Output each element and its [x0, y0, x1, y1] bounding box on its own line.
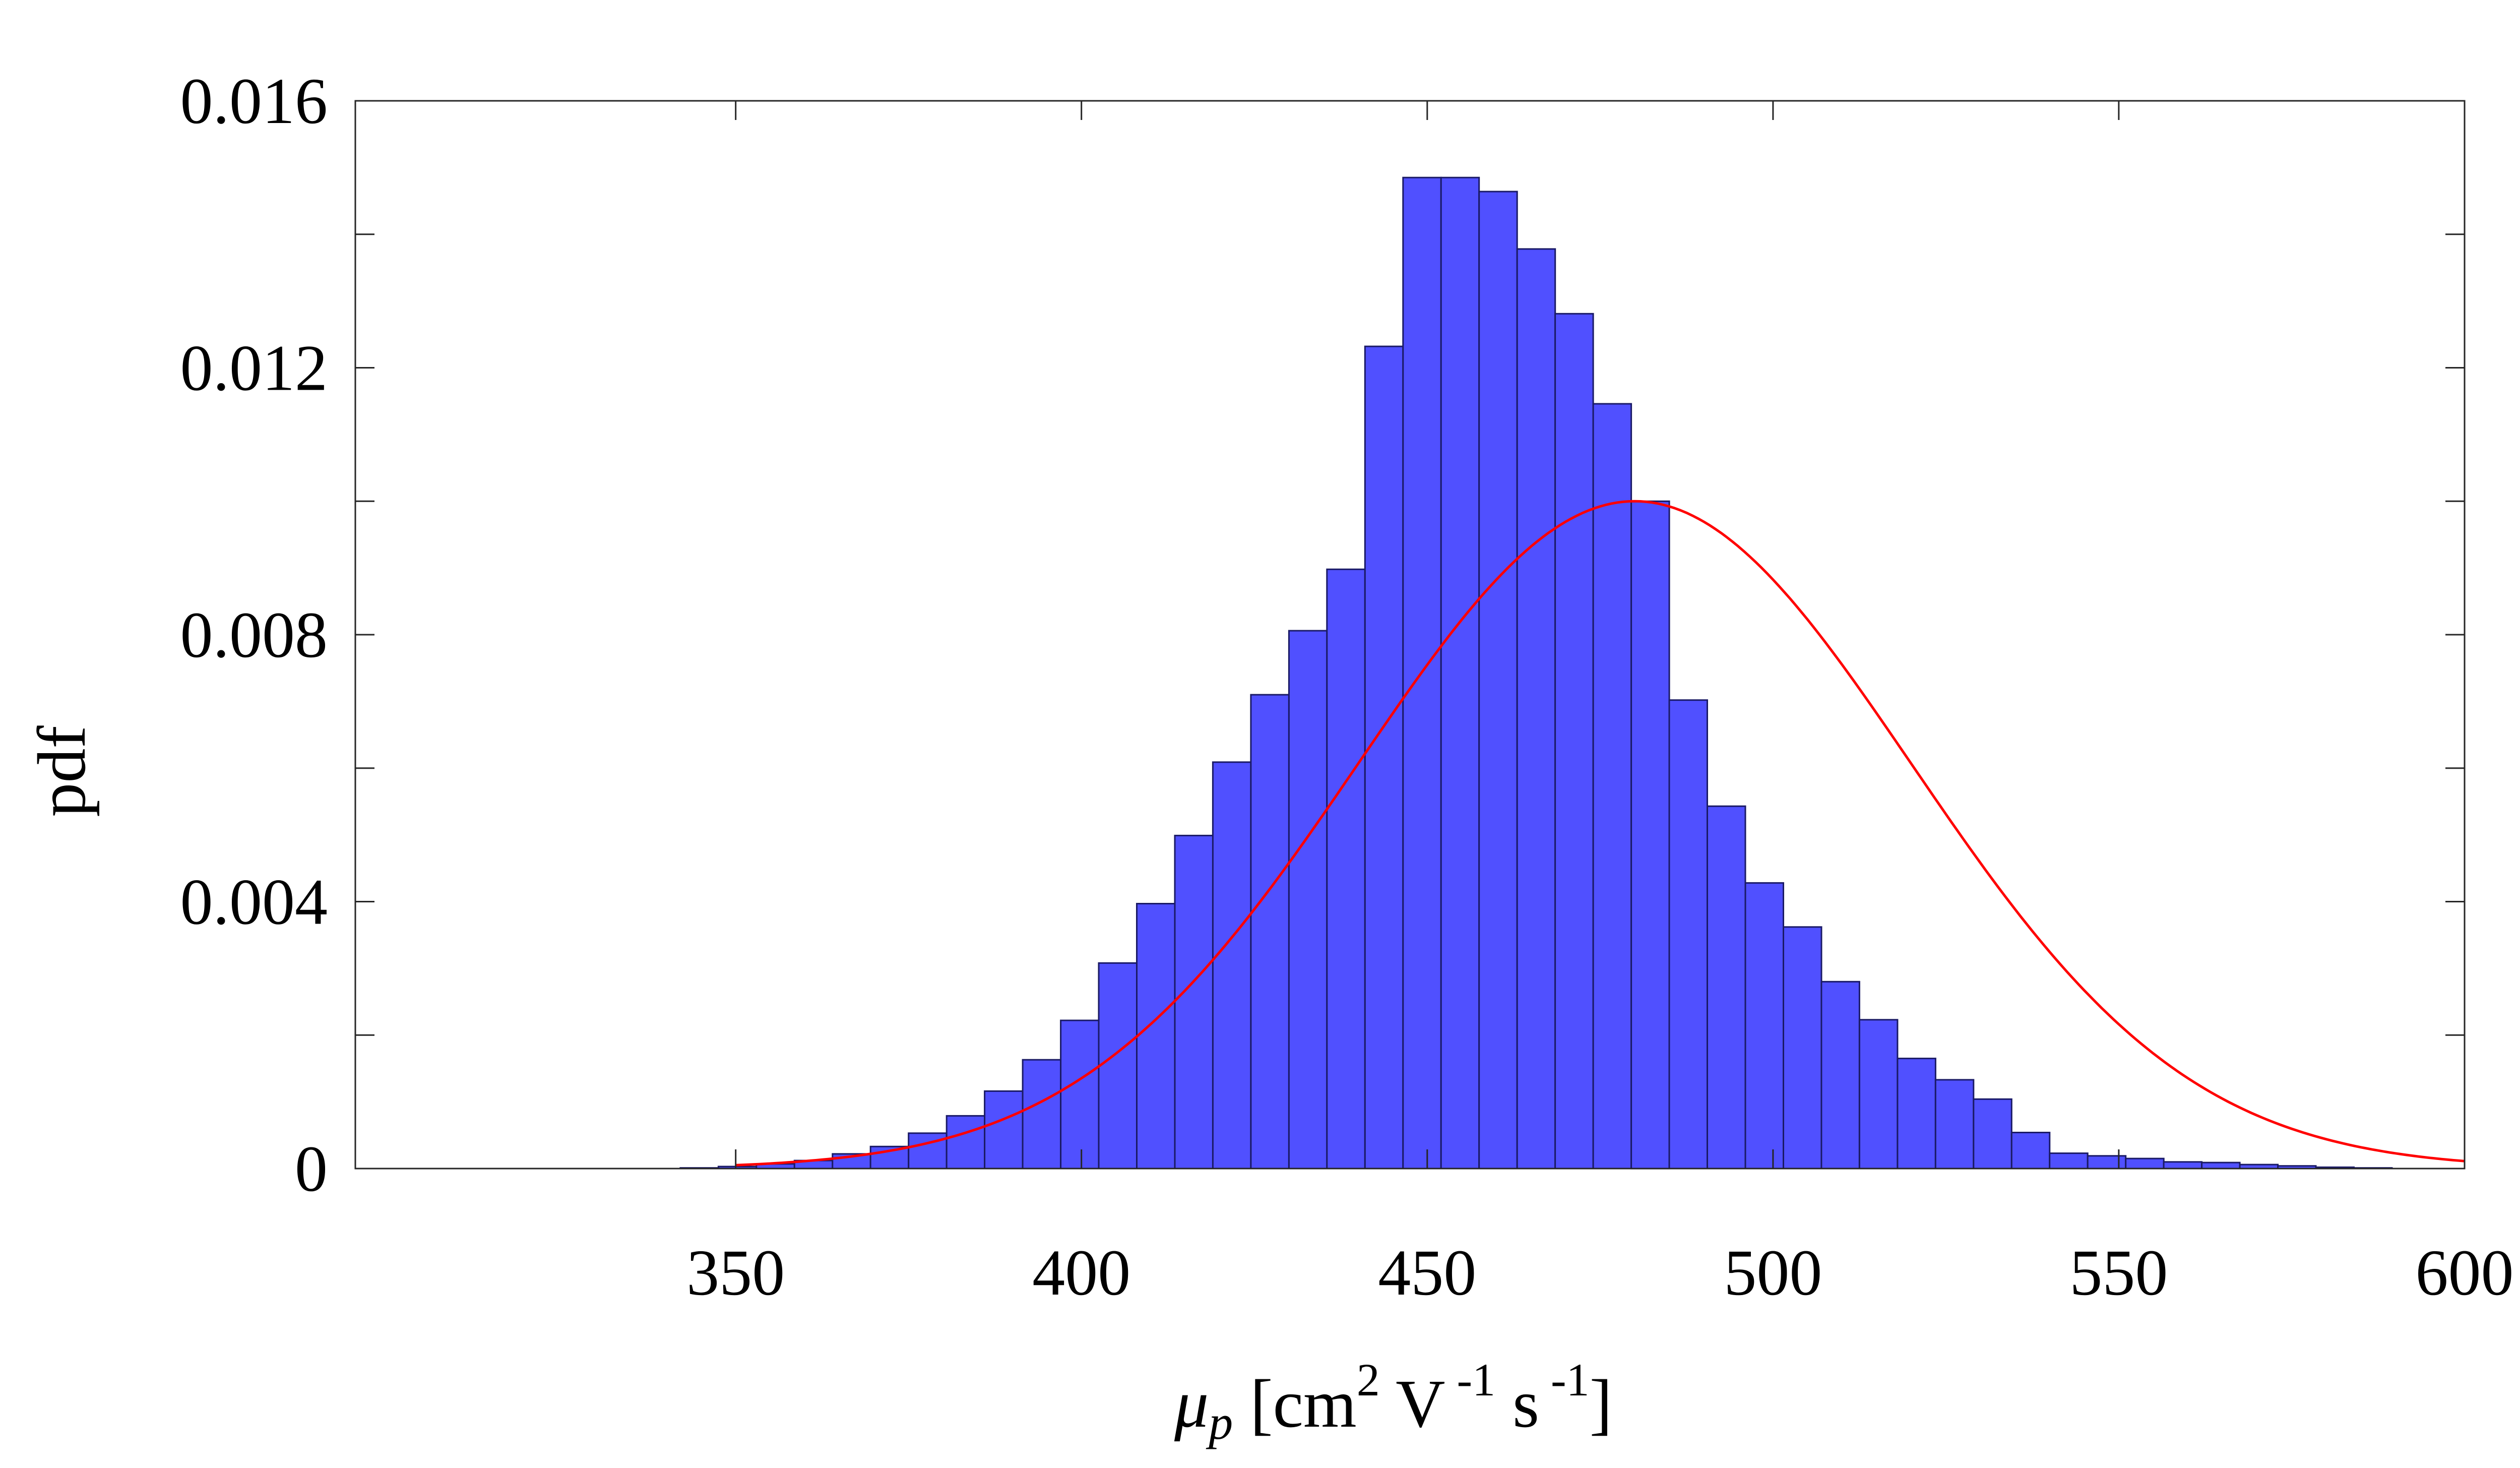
fitted-pdf-curve [735, 500, 2465, 1167]
histogram-bar [1592, 403, 1632, 1170]
histogram-bar [1783, 926, 1822, 1170]
histogram-bar [2201, 1161, 2241, 1170]
histogram-bar [2087, 1155, 2127, 1170]
x-axis-subscript: p [1206, 1395, 1233, 1449]
x-tick-labels: 350 400 450 500 550 600 [686, 1237, 2513, 1309]
histogram-bar [1630, 500, 1670, 1170]
histogram-bar [1060, 1019, 1100, 1170]
y-tick-label: 0.008 [180, 599, 328, 671]
histogram-bar [1858, 1019, 1899, 1170]
histogram-bar [1288, 630, 1328, 1170]
histogram-bar [1516, 248, 1556, 1170]
x-tick-label: 500 [1724, 1237, 1822, 1309]
histogram-bar [1897, 1058, 1936, 1170]
curve-layer [735, 500, 2465, 1167]
y-tick-label: 0.004 [180, 866, 328, 939]
y-axis-label: pdf [24, 725, 100, 817]
histogram-bar [1364, 345, 1404, 1170]
histogram-bar [1820, 981, 1860, 1170]
x-axis-label: μp [cm2 V -1 s -1] [1174, 1354, 1612, 1449]
histogram-bar [2010, 1132, 2051, 1170]
histogram-bars [679, 176, 2393, 1170]
histogram-bar [1554, 313, 1594, 1170]
x-axis-units-sup2: -1 [1445, 1354, 1495, 1405]
y-tick-label: 0 [295, 1133, 328, 1205]
x-axis-units-s: s [1495, 1366, 1539, 1442]
histogram-bar [2163, 1161, 2203, 1170]
x-tick-label: 550 [2069, 1237, 2168, 1309]
histogram-bar [1707, 805, 1746, 1170]
histogram-bar [1973, 1098, 2012, 1170]
x-axis-symbol: μ [1174, 1366, 1209, 1442]
histogram-bar [1478, 191, 1518, 1170]
y-tick-labels: 0 0.004 0.008 0.012 0.016 [180, 65, 328, 1205]
histogram-bar [946, 1115, 986, 1170]
x-tick-label: 400 [1032, 1237, 1130, 1309]
histogram-bar [1212, 761, 1252, 1170]
histogram-bar [1174, 834, 1214, 1170]
histogram-bar [2049, 1152, 2089, 1170]
histogram-bar [1440, 176, 1480, 1170]
x-axis-units-open: [cm [1233, 1366, 1356, 1442]
histogram-bar [1136, 903, 1176, 1170]
histogram-bar [1934, 1079, 1975, 1170]
histogram-bar [1326, 568, 1366, 1170]
x-axis-units-sup3: -1 [1539, 1354, 1590, 1405]
histogram-bar [1250, 694, 1290, 1170]
histogram-bar [1098, 962, 1138, 1170]
x-axis-units-close: ] [1590, 1366, 1612, 1442]
y-tick-label: 0.012 [180, 332, 328, 405]
histogram-bar [984, 1090, 1024, 1170]
x-tick-label: 600 [2416, 1237, 2514, 1309]
x-axis-units-v: V [1380, 1366, 1445, 1442]
axis-ticks [355, 100, 2466, 1170]
x-axis-units-sup1: 2 [1357, 1354, 1380, 1405]
histogram-bar [908, 1132, 948, 1170]
x-tick-label: 350 [686, 1237, 785, 1309]
histogram-bar [1668, 699, 1708, 1170]
histogram-bar [1744, 882, 1784, 1170]
y-tick-label: 0.016 [180, 65, 328, 138]
histogram-bar [1022, 1059, 1062, 1170]
x-tick-label: 450 [1378, 1237, 1476, 1309]
histogram-bar [2125, 1157, 2165, 1170]
